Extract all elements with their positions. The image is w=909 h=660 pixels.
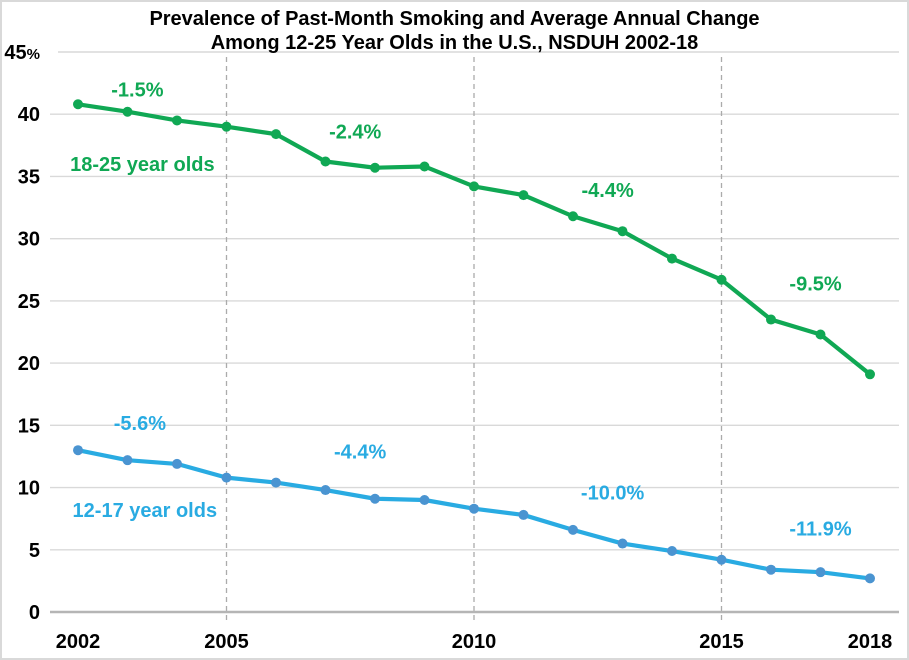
data-point <box>518 509 529 520</box>
data-point <box>271 129 281 140</box>
data-point <box>766 564 776 575</box>
data-point <box>716 554 727 565</box>
data-point <box>469 503 479 514</box>
data-point <box>815 329 826 340</box>
data-point <box>172 115 182 126</box>
annotation: -10.0% <box>581 483 645 505</box>
x-tick-label: 2010 <box>452 631 497 653</box>
data-point <box>73 99 83 110</box>
x-tick-label: 2018 <box>848 631 893 653</box>
data-point <box>370 493 380 504</box>
data-point <box>568 211 578 222</box>
y-tick-label: 35 <box>18 166 40 188</box>
data-point <box>221 121 232 132</box>
data-point <box>419 495 430 505</box>
data-point <box>122 455 133 466</box>
data-point <box>518 190 529 201</box>
annotation: -2.4% <box>329 122 381 144</box>
data-point <box>667 546 677 557</box>
data-point <box>172 458 182 469</box>
y-tick-label: 25 <box>18 291 40 313</box>
x-tick-label: 2002 <box>56 631 101 653</box>
data-point <box>419 161 430 172</box>
y-tick-label: 45% <box>4 42 40 64</box>
y-tick-label: 10 <box>18 478 40 500</box>
series-label: 18-25 year olds <box>70 154 215 176</box>
data-point <box>716 274 727 285</box>
annotation: -5.6% <box>114 413 166 435</box>
y-tick-label: 30 <box>18 229 40 251</box>
x-tick-label: 2015 <box>699 631 744 653</box>
data-point <box>667 253 677 264</box>
data-point <box>617 538 628 549</box>
data-point <box>766 314 776 325</box>
annotation: -4.4% <box>582 180 634 202</box>
data-point <box>568 524 578 535</box>
annotation: -1.5% <box>111 79 163 101</box>
annotation: -4.4% <box>334 441 386 463</box>
data-point <box>271 477 281 488</box>
data-point <box>617 226 628 237</box>
data-point <box>221 472 232 483</box>
data-point <box>815 567 826 578</box>
data-point <box>370 162 380 173</box>
x-tick-label: 2005 <box>204 631 249 653</box>
data-point <box>122 106 133 117</box>
y-tick-label: 20 <box>18 353 40 375</box>
data-point <box>865 573 875 584</box>
data-point <box>73 445 83 456</box>
y-tick-label: 5 <box>29 540 40 562</box>
series-label: 12-17 year olds <box>73 500 218 522</box>
data-point <box>469 181 479 192</box>
annotation: -11.9% <box>789 519 851 541</box>
annotation: -9.5% <box>789 273 841 295</box>
data-point <box>320 485 331 496</box>
data-point <box>320 156 331 167</box>
y-tick-label: 15 <box>18 415 40 437</box>
data-point <box>865 369 875 380</box>
y-tick-label: 40 <box>18 104 40 126</box>
y-tick-label: 0 <box>29 602 40 624</box>
